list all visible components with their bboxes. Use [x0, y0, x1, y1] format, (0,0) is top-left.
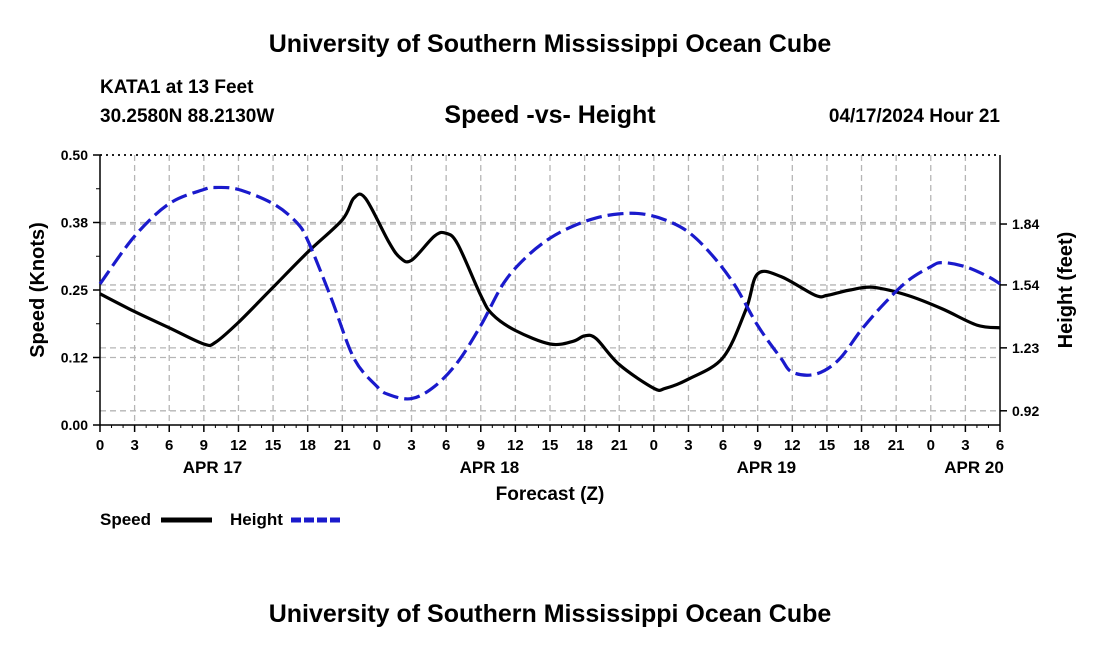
x-tick-label: 12	[230, 437, 247, 454]
x-tick-label: 0	[96, 437, 104, 454]
y-left-tick-label: 0.12	[61, 350, 88, 366]
date-label: APR 18	[460, 458, 520, 477]
y-left-tick-label: 0.25	[61, 282, 88, 298]
x-tick-label: 21	[888, 437, 905, 454]
y-right-tick-label: 1.84	[1012, 216, 1039, 232]
x-tick-label: 15	[265, 437, 282, 454]
x-tick-label: 9	[200, 437, 208, 454]
x-tick-label: 3	[130, 437, 138, 454]
x-tick-label: 3	[684, 437, 692, 454]
x-tick-label: 12	[784, 437, 801, 454]
date-label: APR 20	[944, 458, 1004, 477]
x-tick-label: 15	[819, 437, 836, 454]
x-tick-label: 18	[576, 437, 593, 454]
chart-title: University of Southern Mississippi Ocean…	[268, 30, 832, 58]
y-left-tick-label: 0.00	[61, 417, 88, 433]
footer-title: University of Southern Mississippi Ocean…	[268, 600, 832, 628]
x-tick-label: 12	[507, 437, 524, 454]
x-tick-label: 6	[996, 437, 1004, 454]
x-tick-label: 0	[927, 437, 935, 454]
series-line-speed	[99, 192, 1001, 393]
x-tick-label: 0	[650, 437, 658, 454]
x-tick-label: 3	[407, 437, 415, 454]
x-tick-label: 9	[477, 437, 485, 454]
chart-subtitle: Speed -vs- Height	[444, 101, 656, 129]
x-tick-label: 9	[754, 437, 762, 454]
series-line-height	[98, 185, 1001, 401]
y-right-axis-title: Height (feet)	[1055, 232, 1077, 349]
y-right-tick-label: 1.23	[1012, 340, 1039, 356]
x-tick-label: 0	[373, 437, 381, 454]
y-right-tick-label: 1.54	[1012, 277, 1039, 293]
y-left-tick-label: 0.38	[61, 215, 88, 231]
x-tick-label: 21	[334, 437, 351, 454]
forecast-datetime: 04/17/2024 Hour 21	[828, 106, 1000, 127]
date-label: APR 19	[737, 458, 797, 477]
x-tick-label: 3	[961, 437, 969, 454]
x-tick-label: 6	[165, 437, 173, 454]
y-right-tick-label: 0.92	[1012, 403, 1039, 419]
x-tick-label: 18	[853, 437, 870, 454]
station-coordinates: 30.2580N 88.2130W	[100, 106, 275, 127]
x-tick-label: 18	[299, 437, 316, 454]
x-tick-label: 21	[611, 437, 628, 454]
x-tick-label: 6	[442, 437, 450, 454]
x-tick-label: 6	[719, 437, 727, 454]
x-tick-label: 15	[542, 437, 559, 454]
x-axis-title: Forecast (Z)	[496, 484, 605, 505]
y-left-tick-label: 0.50	[61, 147, 88, 163]
station-name: KATA1 at 13 Feet	[100, 77, 254, 98]
legend-label-speed: Speed	[100, 510, 151, 529]
date-label: APR 17	[183, 458, 243, 477]
y-left-axis-title: Speed (Knots)	[27, 222, 49, 358]
legend-label-height: Height	[230, 510, 283, 529]
